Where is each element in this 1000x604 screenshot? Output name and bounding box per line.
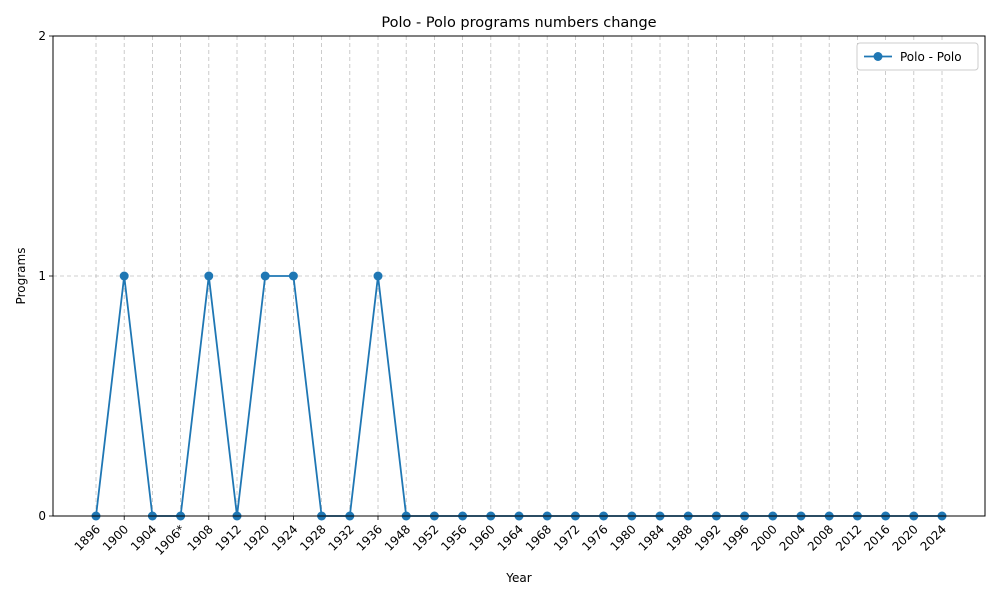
data-point xyxy=(373,271,383,281)
y-tick-label: 0 xyxy=(38,509,46,523)
data-point xyxy=(204,271,214,281)
data-point xyxy=(119,271,129,281)
y-tick-label: 2 xyxy=(38,29,46,43)
plot-frame xyxy=(52,35,986,517)
y-tick-label: 1 xyxy=(38,269,46,283)
x-axis-label: Year xyxy=(505,571,531,585)
chart-title: Polo - Polo programs numbers change xyxy=(381,15,656,31)
legend-box xyxy=(856,42,979,71)
legend-marker-swatch xyxy=(873,52,883,61)
data-point xyxy=(260,271,270,281)
data-point xyxy=(288,271,298,281)
legend: Polo - Polo xyxy=(856,42,979,71)
legend-label: Polo - Polo xyxy=(900,50,962,64)
y-axis-label: Programs xyxy=(14,248,28,305)
